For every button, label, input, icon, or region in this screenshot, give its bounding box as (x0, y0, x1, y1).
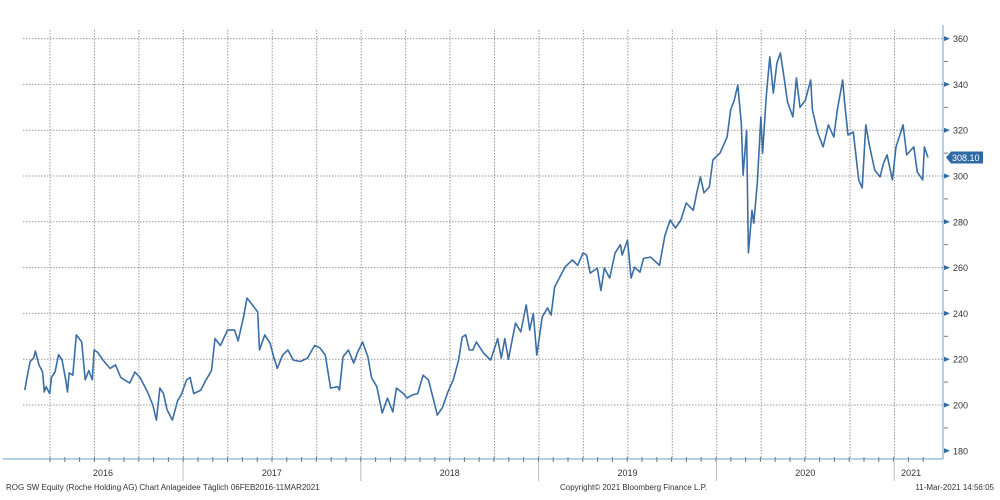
y-tick-label: 340 (953, 80, 968, 90)
y-tick-label: 200 (953, 401, 968, 411)
footer-copyright: Copyright© 2021 Bloomberg Finance L.P. (560, 483, 707, 492)
footer-timestamp: 11-Mar-2021 14:56:05 (915, 483, 994, 492)
x-tick-label: 2020 (795, 468, 815, 478)
x-axis: 2016 2017 2018 2019 2020 2021 (3, 457, 943, 481)
y-tick-label: 220 (953, 355, 968, 365)
x-tick-label: 2019 (618, 468, 638, 478)
y-tick-arrow (944, 173, 950, 179)
last-value-badge: 308.10 (946, 151, 983, 164)
y-tick-label: 360 (953, 34, 968, 44)
y-tick-label: 180 (953, 446, 968, 456)
y-tick-label: 320 (953, 126, 968, 136)
y-tick-arrow (944, 36, 950, 42)
y-tick-label: 240 (953, 309, 968, 319)
footer-security-info: ROG SW Equity (Roche Holding AG) Chart A… (6, 483, 320, 492)
x-tick-label: 2017 (262, 468, 282, 478)
y-tick-label: 260 (953, 263, 968, 273)
y-axis: 180 200 220 240 260 280 300 320 340 360 (942, 25, 968, 459)
y-tick-arrow (944, 448, 950, 454)
y-tick-label: 280 (953, 217, 968, 227)
price-line (24, 52, 929, 421)
grid (23, 30, 943, 459)
y-tick-arrow (944, 127, 950, 133)
last-value-badge-bg (946, 151, 983, 164)
y-tick-label: 300 (953, 172, 968, 182)
y-tick-arrow (944, 310, 950, 316)
y-tick-arrow (944, 402, 950, 408)
y-tick-arrow (944, 356, 950, 362)
last-value-label: 308.10 (952, 153, 980, 163)
y-tick-arrow (944, 81, 950, 87)
x-tick-label: 2021 (901, 468, 921, 478)
x-tick-label: 2018 (440, 468, 460, 478)
y-tick-arrow (944, 265, 950, 271)
y-tick-arrow (944, 219, 950, 225)
x-tick-label: 2016 (93, 468, 113, 478)
